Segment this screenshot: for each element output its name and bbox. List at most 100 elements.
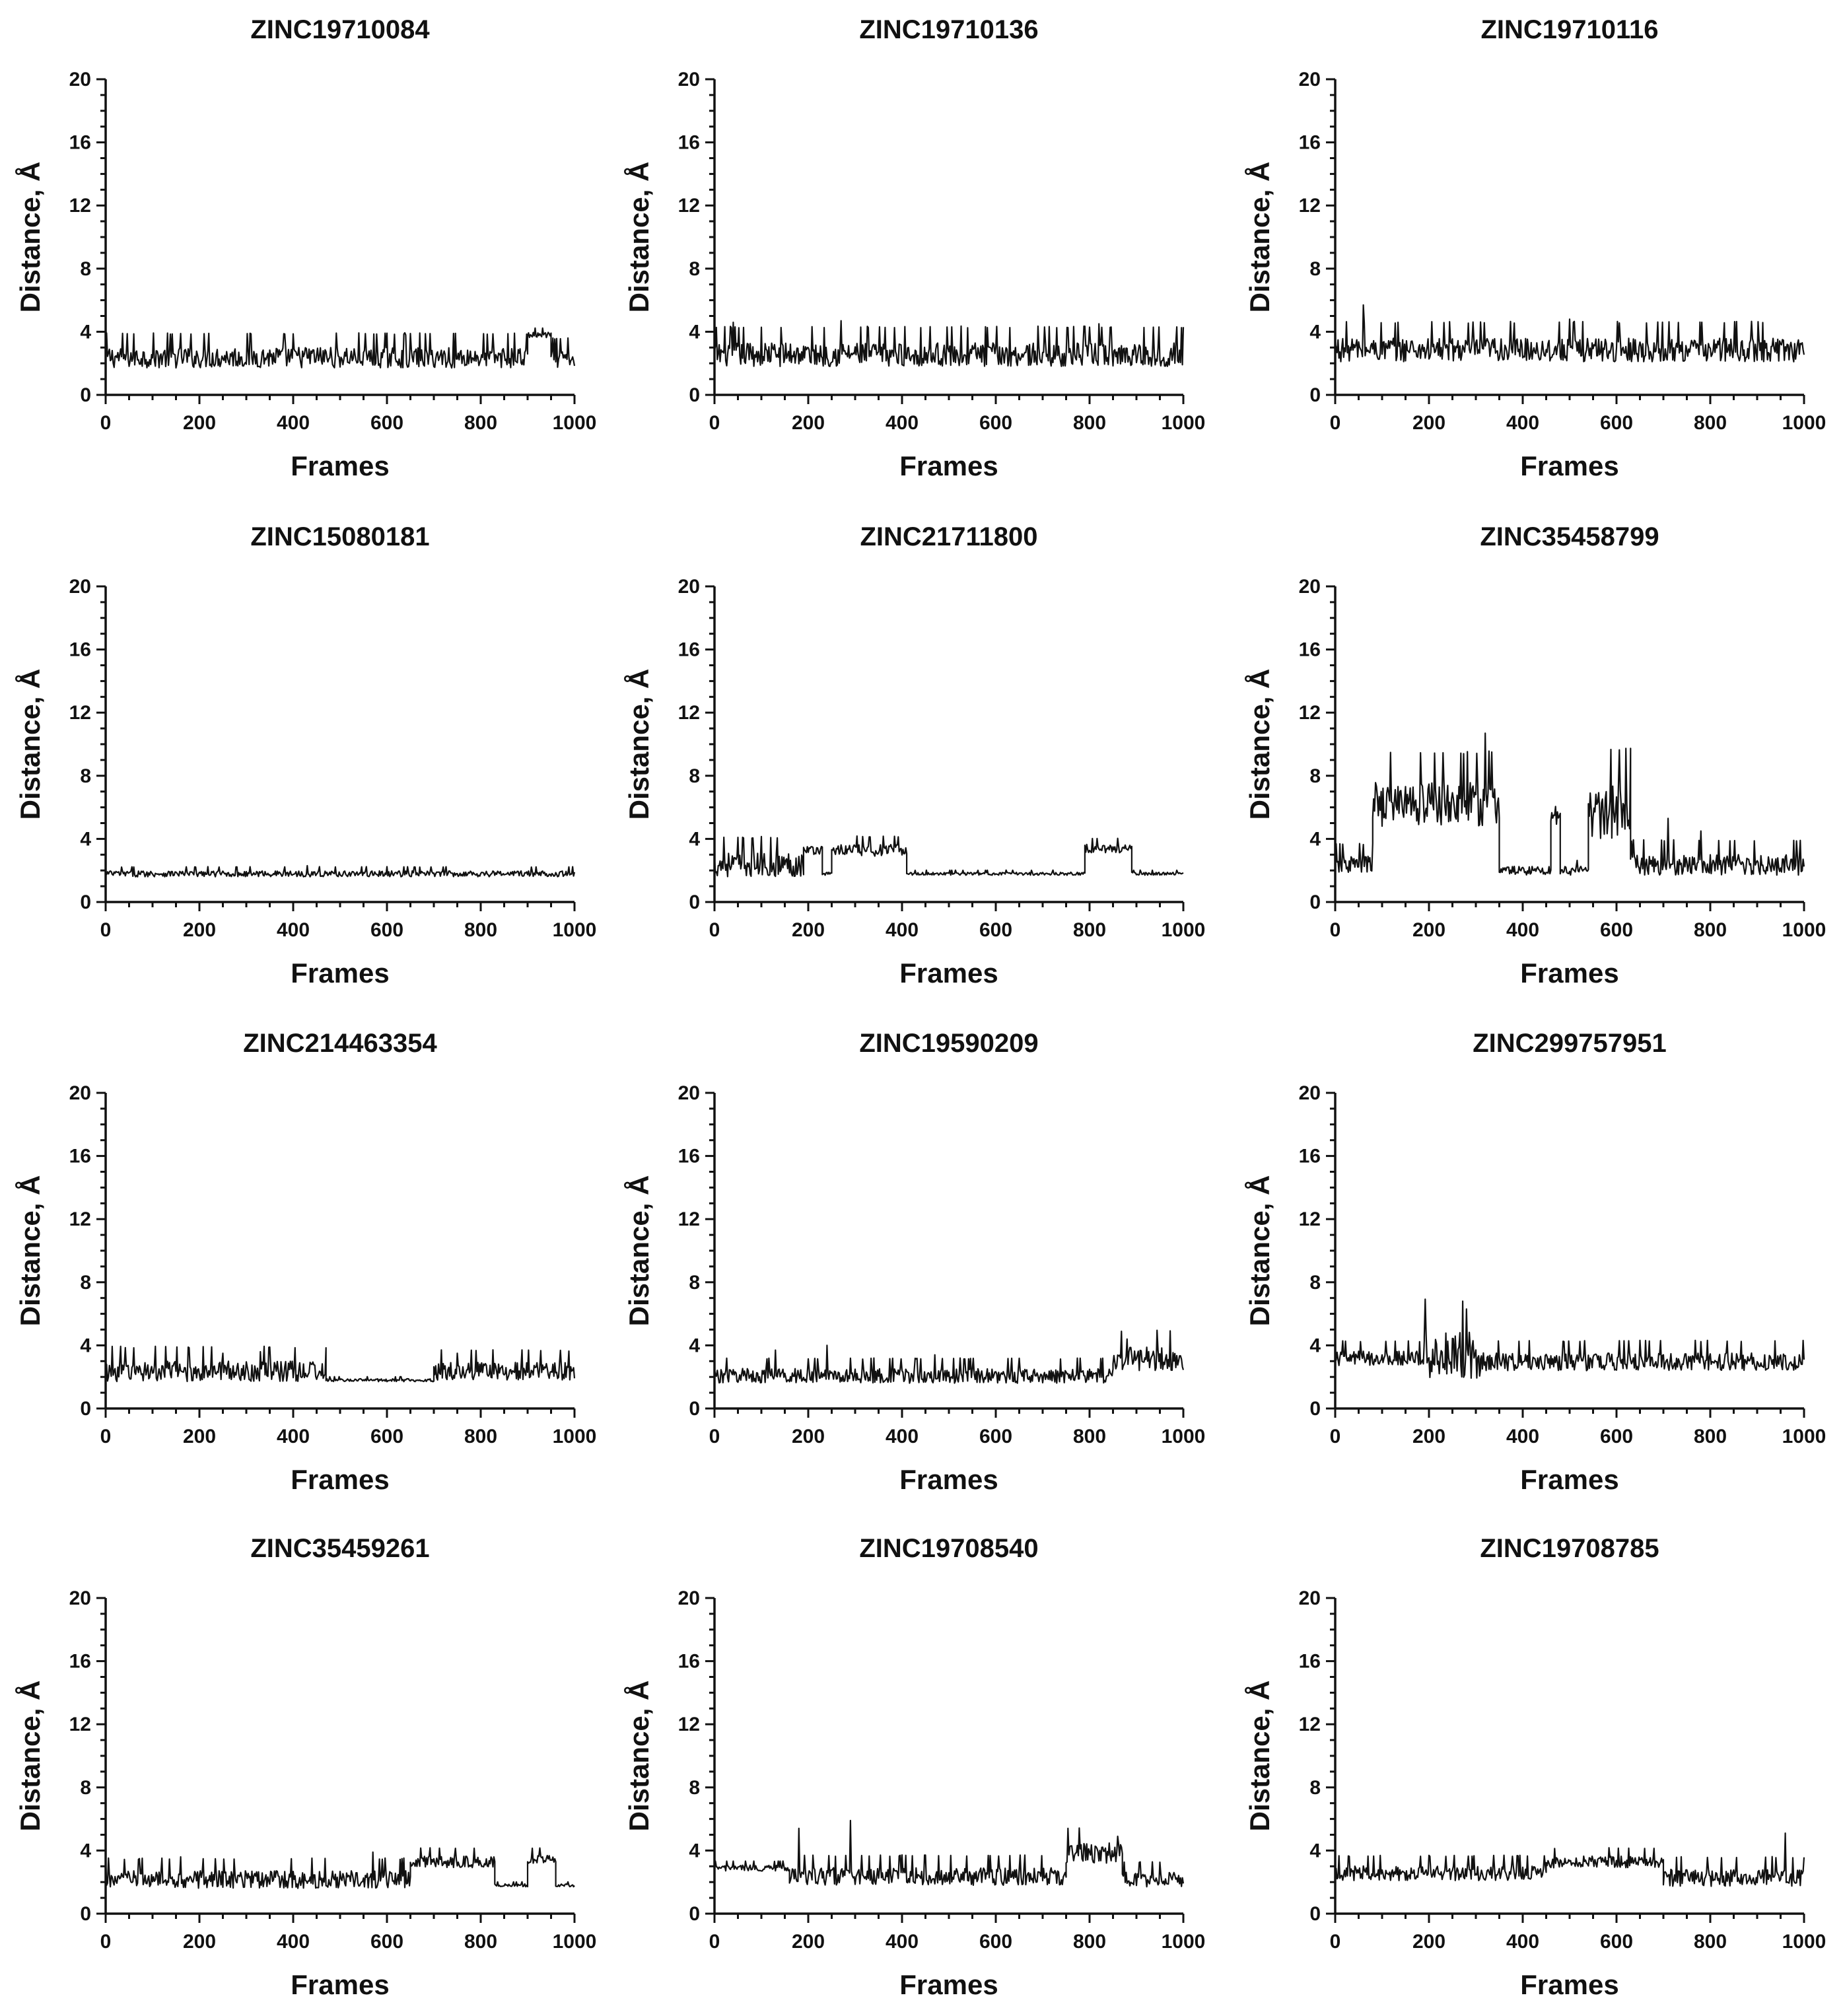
y-tick-label: 0 [80,1903,91,1925]
y-tick-label: 4 [1309,321,1321,343]
y-tick-label: 16 [69,1651,91,1673]
y-tick-label: 12 [69,195,91,217]
x-tick-label: 1000 [1782,1426,1826,1447]
x-tick-label: 600 [370,412,403,434]
y-axis-label: Distance, Å [15,162,46,313]
x-tick-label: 400 [277,1426,310,1447]
x-tick-label: 0 [1330,1931,1341,1953]
x-tick-label: 400 [1506,412,1539,434]
y-tick-label: 4 [1309,828,1321,850]
y-tick-label: 8 [689,765,700,787]
y-tick-label: 16 [1299,1651,1321,1673]
series-line [105,1345,576,1383]
x-tick-label: 200 [792,919,825,941]
series-line [1334,1298,1805,1379]
y-axis-label: Distance, Å [1244,1681,1275,1832]
x-axis-label: Frames [1520,450,1618,481]
x-tick-label: 1000 [553,1426,597,1447]
series-line [713,320,1185,367]
series-line [104,864,576,878]
x-tick-label: 400 [886,412,919,434]
x-tick-label: 400 [886,1426,919,1447]
y-tick-label: 20 [678,69,700,90]
chart-title: ZINC299757951 [1473,1029,1667,1058]
y-tick-label: 8 [80,1272,91,1294]
x-tick-label: 0 [709,1931,720,1953]
chart-title: ZINC19708540 [859,1534,1038,1563]
x-axis-label: Frames [1520,957,1618,989]
y-tick-label: 16 [1299,1146,1321,1167]
y-tick-label: 16 [1299,132,1321,154]
y-tick-label: 0 [1309,1398,1321,1420]
x-axis-label: Frames [1520,1969,1618,2000]
y-axis-label: Distance, Å [15,669,46,820]
x-axis-label: Frames [291,450,389,481]
x-tick-label: 600 [979,919,1012,941]
y-tick-label: 4 [80,1335,91,1356]
y-tick-label: 0 [1309,891,1321,913]
x-tick-label: 400 [886,919,919,941]
x-tick-label: 1000 [1162,412,1206,434]
y-tick-label: 16 [678,639,700,661]
chart-title: ZINC19708785 [1480,1534,1659,1563]
y-tick-label: 4 [80,321,91,343]
x-tick-label: 1000 [553,919,597,941]
x-axis-label: Frames [291,1969,389,2000]
y-tick-label: 4 [689,321,700,343]
x-tick-label: 1000 [1162,1426,1206,1447]
y-tick-label: 12 [678,195,700,217]
y-tick-label: 16 [1299,639,1321,661]
x-tick-label: 0 [709,919,720,941]
y-tick-label: 20 [69,69,91,90]
x-tick-label: 0 [1330,919,1341,941]
x-tick-label: 1000 [553,412,597,434]
y-tick-label: 16 [678,132,700,154]
y-tick-label: 0 [80,1398,91,1420]
series-line [104,327,576,369]
series-line [1334,732,1805,876]
y-tick-label: 8 [80,258,91,280]
x-tick-label: 800 [1694,1931,1727,1953]
x-tick-label: 400 [277,919,310,941]
y-tick-label: 12 [1299,702,1321,724]
x-tick-label: 800 [1694,412,1727,434]
x-tick-label: 1000 [1782,412,1826,434]
x-axis-label: Frames [899,1464,998,1495]
y-tick-label: 20 [1299,576,1321,598]
y-tick-label: 0 [80,891,91,913]
x-tick-label: 600 [1600,919,1633,941]
y-tick-label: 8 [689,1777,700,1799]
x-tick-label: 200 [183,412,216,434]
y-tick-label: 12 [678,702,700,724]
x-tick-label: 200 [1412,1931,1445,1953]
x-tick-label: 800 [1073,1931,1106,1953]
x-axis-label: Frames [1520,1464,1618,1495]
x-tick-label: 600 [1600,1426,1633,1447]
y-tick-label: 8 [1309,258,1321,280]
y-tick-label: 16 [678,1146,700,1167]
x-tick-label: 0 [100,412,112,434]
x-tick-label: 0 [709,1426,720,1447]
y-tick-label: 20 [678,1587,700,1609]
series-line [713,1329,1185,1384]
chart-title: ZINC21711800 [860,522,1037,551]
x-tick-label: 800 [464,1931,497,1953]
x-tick-label: 1000 [1782,919,1826,941]
y-tick-label: 20 [69,576,91,598]
x-tick-label: 600 [370,1931,403,1953]
x-tick-label: 0 [1330,412,1341,434]
y-tick-label: 8 [1309,1272,1321,1294]
y-tick-label: 12 [69,1208,91,1230]
x-tick-label: 600 [979,1931,1012,1953]
chart-title: ZINC214463354 [243,1029,437,1058]
y-tick-label: 16 [69,1146,91,1167]
x-tick-label: 800 [1694,1426,1727,1447]
x-tick-label: 400 [886,1931,919,1953]
y-tick-label: 8 [80,765,91,787]
